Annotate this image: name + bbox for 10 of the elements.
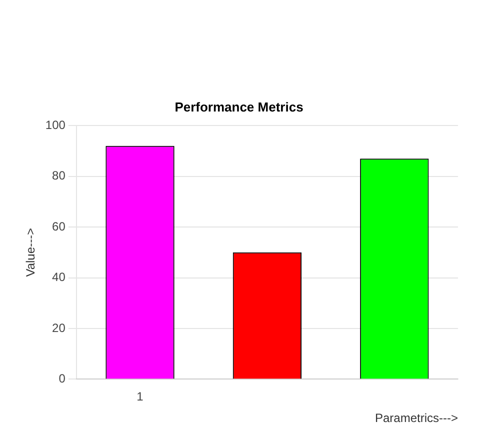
x-tick-label: 1 <box>136 390 144 404</box>
x-axis-title: Parametrics---> <box>374 411 458 426</box>
y-tick-label: 60 <box>52 219 66 234</box>
y-tick-label: 100 <box>45 118 66 132</box>
y-axis-title: Value---> <box>24 228 38 277</box>
y-tick-label: 0 <box>58 372 66 386</box>
y-tick-label: 20 <box>52 320 66 335</box>
y-tick-label: 40 <box>52 270 66 284</box>
y-tick-label: 80 <box>52 168 66 183</box>
chart-title: Performance Metrics <box>174 99 304 114</box>
